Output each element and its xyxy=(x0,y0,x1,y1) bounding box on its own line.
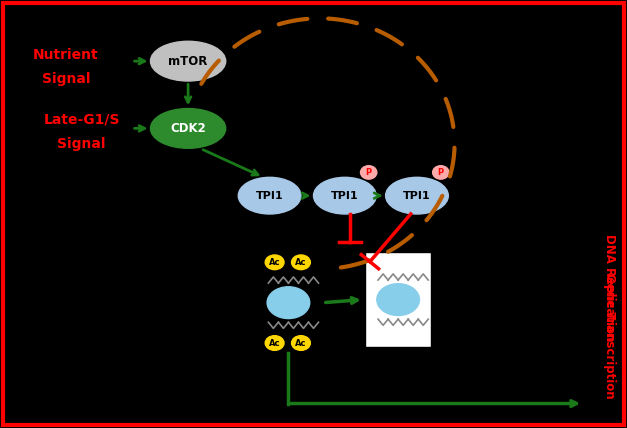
Ellipse shape xyxy=(433,166,449,179)
Ellipse shape xyxy=(265,336,284,351)
Ellipse shape xyxy=(267,287,310,318)
Ellipse shape xyxy=(292,336,310,351)
Ellipse shape xyxy=(377,284,419,315)
Text: TPI1: TPI1 xyxy=(403,190,431,201)
Text: TPI1: TPI1 xyxy=(331,190,359,201)
Text: Late-G1/S: Late-G1/S xyxy=(43,112,120,126)
Ellipse shape xyxy=(292,255,310,270)
Text: P: P xyxy=(366,168,372,177)
Text: mTOR: mTOR xyxy=(169,55,208,68)
Text: Ac: Ac xyxy=(269,339,280,348)
Ellipse shape xyxy=(238,177,301,214)
Ellipse shape xyxy=(150,109,226,148)
Ellipse shape xyxy=(386,177,448,214)
Text: Gene Transcription: Gene Transcription xyxy=(603,273,616,399)
Text: Nutrient: Nutrient xyxy=(33,48,98,62)
Text: Signal: Signal xyxy=(41,72,90,86)
Text: TPI1: TPI1 xyxy=(256,190,283,201)
Text: Ac: Ac xyxy=(269,258,280,267)
Bar xyxy=(255,255,321,350)
Ellipse shape xyxy=(150,41,226,81)
Text: Signal: Signal xyxy=(57,137,106,151)
Text: Ac: Ac xyxy=(295,258,307,267)
Ellipse shape xyxy=(265,255,284,270)
Text: Ac: Ac xyxy=(295,339,307,348)
Bar xyxy=(365,252,431,347)
Text: P: P xyxy=(438,168,444,177)
Text: DNA Replication: DNA Replication xyxy=(603,234,616,341)
Text: CDK2: CDK2 xyxy=(170,122,206,135)
Ellipse shape xyxy=(361,166,377,179)
Ellipse shape xyxy=(314,177,376,214)
